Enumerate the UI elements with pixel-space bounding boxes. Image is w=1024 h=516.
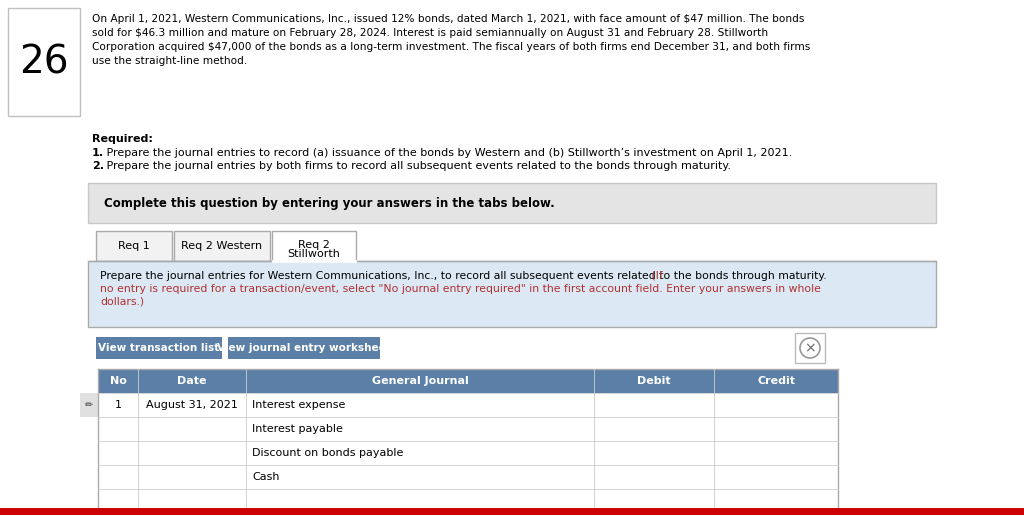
Text: Req 2 Western: Req 2 Western xyxy=(181,241,262,251)
FancyBboxPatch shape xyxy=(8,8,80,116)
Text: Discount on bonds payable: Discount on bonds payable xyxy=(252,448,403,458)
Text: Req 1: Req 1 xyxy=(118,241,150,251)
FancyBboxPatch shape xyxy=(80,393,98,417)
Text: 1: 1 xyxy=(115,400,122,410)
Text: sold for $46.3 million and mature on February 28, 2024. Interest is paid semiann: sold for $46.3 million and mature on Feb… xyxy=(92,28,768,38)
FancyBboxPatch shape xyxy=(98,393,838,417)
Text: 1.: 1. xyxy=(92,148,104,158)
FancyBboxPatch shape xyxy=(88,261,936,327)
FancyBboxPatch shape xyxy=(96,231,172,261)
Text: Stillworth: Stillworth xyxy=(288,249,340,259)
FancyBboxPatch shape xyxy=(98,441,838,465)
Text: Date: Date xyxy=(177,376,207,386)
Text: View transaction list: View transaction list xyxy=(98,343,219,353)
Text: Corporation acquired $47,000 of the bonds as a long-term investment. The fiscal : Corporation acquired $47,000 of the bond… xyxy=(92,42,810,52)
FancyBboxPatch shape xyxy=(88,183,936,223)
FancyBboxPatch shape xyxy=(96,337,222,359)
Text: 26: 26 xyxy=(19,43,69,81)
FancyBboxPatch shape xyxy=(272,231,356,261)
Text: 2.: 2. xyxy=(92,161,104,171)
Text: dollars.): dollars.) xyxy=(100,297,144,307)
Text: Prepare the journal entries to record (a) issuance of the bonds by Western and (: Prepare the journal entries to record (a… xyxy=(103,148,793,158)
FancyBboxPatch shape xyxy=(98,369,838,393)
Text: use the straight-line method.: use the straight-line method. xyxy=(92,56,247,66)
Text: Prepare the journal entries by both firms to record all subsequent events relate: Prepare the journal entries by both firm… xyxy=(103,161,731,171)
Text: Prepare the journal entries for Western Communications, Inc., to record all subs: Prepare the journal entries for Western … xyxy=(100,271,826,281)
Text: August 31, 2021: August 31, 2021 xyxy=(146,400,238,410)
FancyBboxPatch shape xyxy=(174,231,270,261)
FancyBboxPatch shape xyxy=(98,489,838,513)
Text: Credit: Credit xyxy=(757,376,795,386)
Text: Interest payable: Interest payable xyxy=(252,424,343,434)
Text: View journal entry worksheet: View journal entry worksheet xyxy=(217,343,391,353)
Text: General Journal: General Journal xyxy=(372,376,468,386)
Text: ×: × xyxy=(804,341,816,355)
Text: ✏: ✏ xyxy=(85,400,93,410)
FancyBboxPatch shape xyxy=(228,337,380,359)
Text: no entry is required for a transaction/event, select "No journal entry required": no entry is required for a transaction/e… xyxy=(100,284,821,294)
Text: Interest expense: Interest expense xyxy=(252,400,345,410)
FancyBboxPatch shape xyxy=(98,417,838,441)
Text: Complete this question by entering your answers in the tabs below.: Complete this question by entering your … xyxy=(104,197,555,209)
Text: (If: (If xyxy=(648,271,663,281)
Text: Required:: Required: xyxy=(92,134,153,144)
FancyBboxPatch shape xyxy=(98,465,838,489)
Text: Cash: Cash xyxy=(252,472,280,482)
Text: Req 2: Req 2 xyxy=(298,240,330,250)
Text: Debit: Debit xyxy=(637,376,671,386)
Text: On April 1, 2021, Western Communications, Inc., issued 12% bonds, dated March 1,: On April 1, 2021, Western Communications… xyxy=(92,14,805,24)
Text: No: No xyxy=(110,376,126,386)
